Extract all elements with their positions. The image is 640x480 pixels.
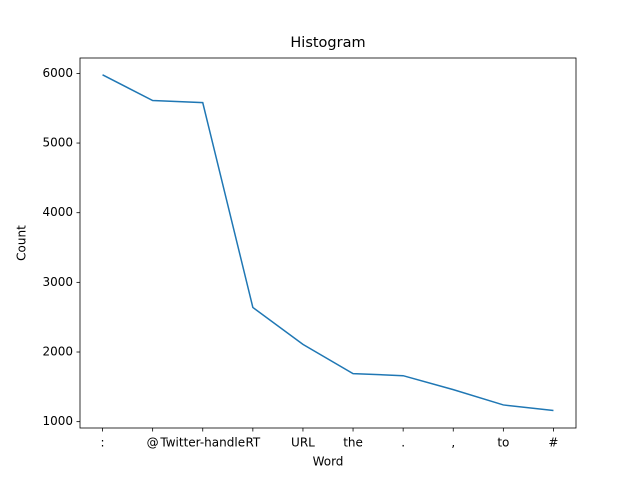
y-tick-label: 3000 <box>42 275 73 289</box>
x-tick-label: : <box>101 436 105 450</box>
data-line <box>102 74 554 412</box>
chart-title: Histogram <box>290 35 365 51</box>
x-tick-label: , <box>451 436 455 450</box>
x-axis-label: Word <box>313 455 344 469</box>
plot-frame <box>79 57 577 429</box>
y-tick-label: 4000 <box>42 205 73 219</box>
x-tick-label: Twitter-handle <box>159 436 245 450</box>
x-tick-label: the <box>343 436 363 450</box>
x-tick-label: # <box>548 436 558 450</box>
y-axis-label: Count <box>15 225 29 261</box>
y-tick-label: 6000 <box>42 66 73 80</box>
y-tick-label: 1000 <box>42 414 73 428</box>
y-tick-label: 5000 <box>42 136 73 150</box>
y-tick-label: 2000 <box>42 345 73 359</box>
x-tick-label: . <box>401 436 405 450</box>
x-tick-label: @ <box>147 436 159 450</box>
x-tick-label: RT <box>245 436 260 450</box>
x-tick-label: to <box>497 436 509 450</box>
x-tick-label: URL <box>291 436 315 450</box>
